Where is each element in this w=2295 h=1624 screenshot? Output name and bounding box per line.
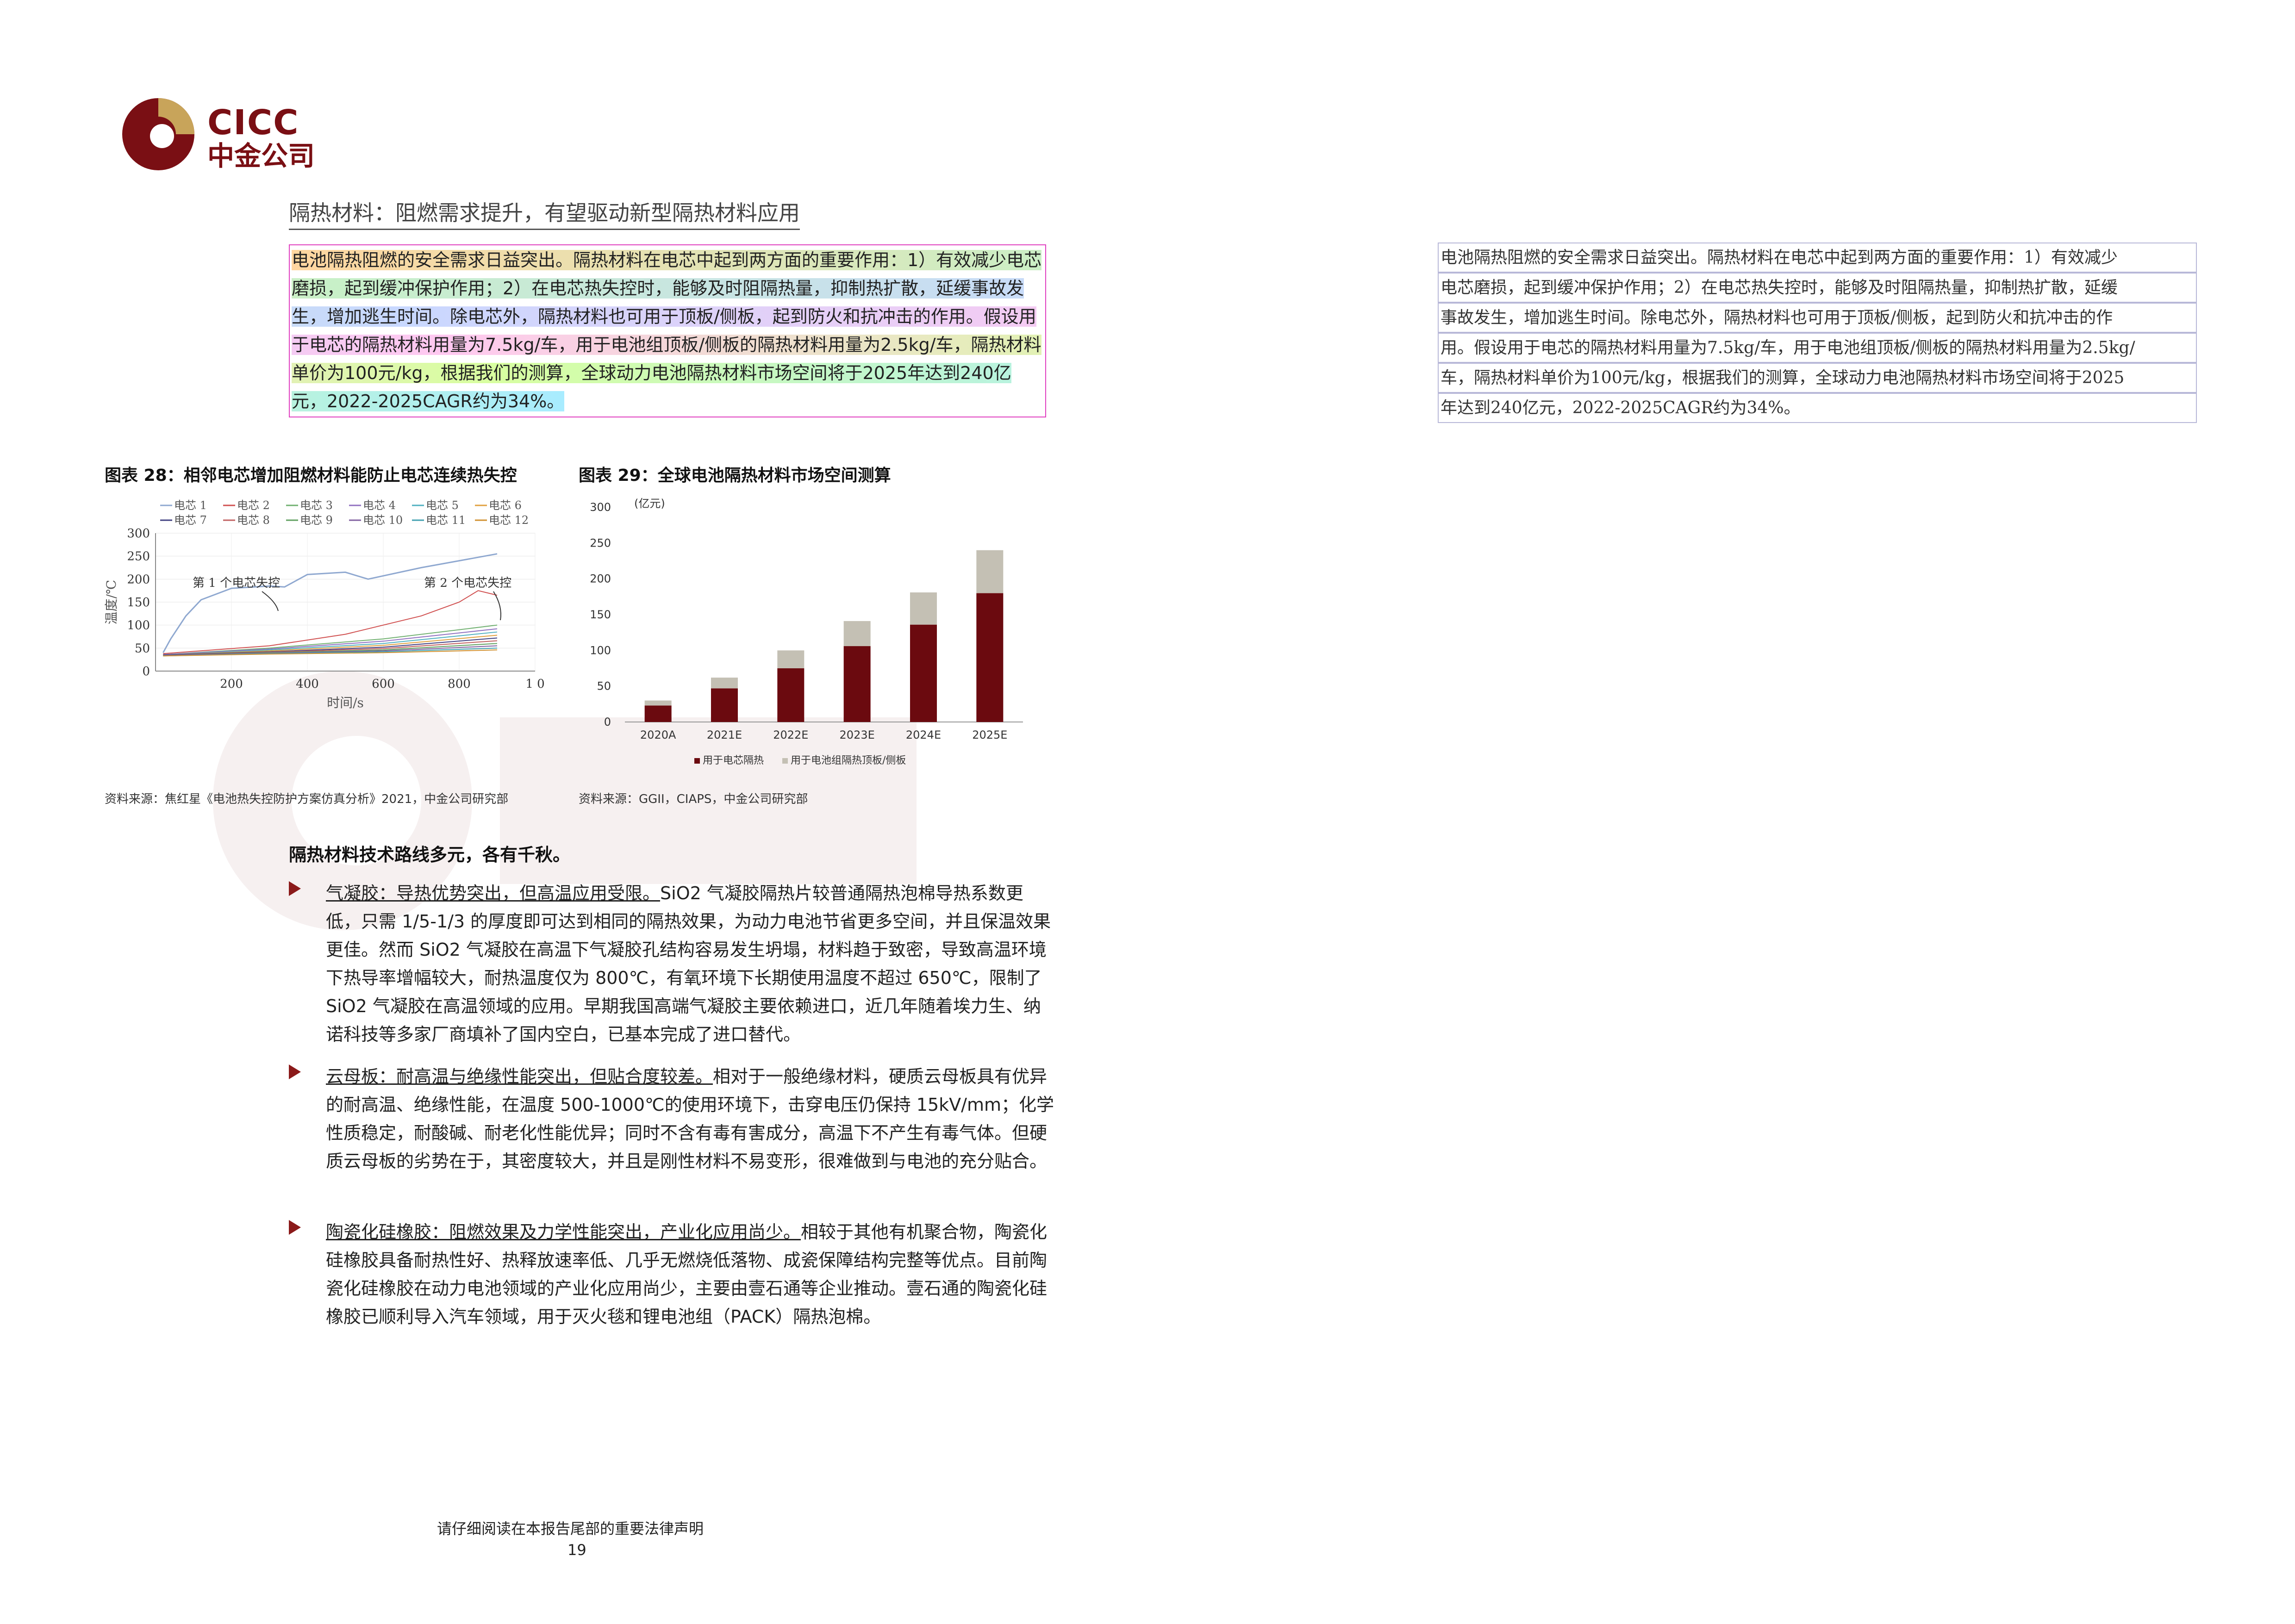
bar-segment [777,668,804,722]
x-tick-label: 400 [296,677,319,691]
bullet-lead: 气凝胶：导热优势突出，但高温应用受限。 [326,883,661,903]
y-axis-label: 温度/℃ [105,580,119,625]
bar-segment [644,700,672,706]
legend-label: 用于电池组隔热顶板/侧板 [791,755,906,766]
bar-segment [644,705,672,722]
y-tick-label: 150 [590,608,611,621]
series-line [163,628,498,655]
y-tick-label: 0 [604,716,611,728]
ocr-line: 电池隔热阻燃的安全需求日益突出。隔热材料在电芯中起到两方面的重要作用：1）有效减… [1438,243,2197,273]
legend-label: 电芯 11 [426,514,466,527]
annotation-label: 第 1 个电芯失控 [193,576,280,590]
x-tick-label: 800 [448,677,471,691]
page-number: 19 [568,1541,586,1559]
bar-segment [910,624,937,722]
bullet-text: 相较于其他有机聚合物，陶瓷化硅橡胶具备耐热性好、热释放速率低、几乎无燃烧低落物、… [326,1222,1048,1327]
bullet-lead: 陶瓷化硅橡胶：阻燃效果及力学性能突出，产业化应用尚少。 [326,1222,801,1242]
legend-label: 电芯 6 [489,499,522,512]
y-tick-label: 200 [127,572,150,586]
ocr-line: 用。假设用于电芯的隔热材料用量为7.5kg/车，用于电池组顶板/侧板的隔热材料用… [1438,333,2197,363]
legend-label: 用于电芯隔热 [703,755,764,766]
figure28-title: 图表 28：相邻电芯增加阻燃材料能防止电芯连续热失控 [105,466,517,485]
annotation-arrow [493,591,501,621]
bullet-text: 相对于一般绝缘材料，硬质云母板具有优异的耐高温、绝缘性能，在温度 500-100… [326,1066,1054,1171]
intro-paragraph: 电池隔热阻燃的安全需求日益突出。隔热材料在电芯中起到两方面的重要作用：1）有效减… [289,244,1046,417]
legal-notice: 请仔细阅读在本报告尾部的重要法律声明 [437,1520,704,1537]
figure28-line-chart: 电芯 1 电芯 2 电芯 3 电芯 4 电芯 5 电芯 6 电芯 7 电芯 8 电芯 9 电芯 1… [105,499,545,710]
y-tick-label: 0 [142,665,150,678]
annotation-arrow [262,591,279,611]
figure29-source: 资料来源：GGII，CIAPS，中金公司研究部 [579,792,808,806]
bullet-arrow-icon [289,1220,301,1235]
bar-segment [711,688,738,722]
bullet-text: SiO2 气凝胶隔热片较普通隔热泡棉导热系数更低，只需 1/5-1/3 的厚度即… [326,883,1051,1045]
y-tick-label: 250 [590,536,611,549]
y-tick-label: 100 [127,619,150,633]
y-tick-label: 100 [590,644,611,657]
brand-name-cn: 中金公司 [207,140,315,172]
ocr-text-block: 电池隔热阻燃的安全需求日益突出。隔热材料在电芯中起到两方面的重要作用：1）有效减… [1438,243,2197,423]
ocr-line: 车，隔热材料单价为100元/kg，根据我们的测算，全球动力电池隔热材料市场空间将… [1438,363,2197,393]
legend-label: 电芯 1 [174,499,207,512]
y-tick-label: 50 [135,641,150,655]
legend-label: 电芯 7 [174,514,207,527]
legend-label: 电芯 2 [237,499,270,512]
x-axis-label: 时间/s [327,695,364,710]
brand-name-en: CICC [207,103,299,143]
bar-segment [711,678,738,689]
x-tick-label: 2025E [972,728,1007,741]
bar-segment [843,646,871,722]
series-line [163,649,498,657]
y-unit-label: (亿元) [634,497,665,510]
legend-label: 电芯 12 [489,514,529,527]
y-tick-label: 200 [590,572,611,585]
annotation-label: 第 2 个电芯失控 [424,576,511,590]
legend-swatch [782,758,788,764]
x-tick-label: 2024E [906,728,941,741]
ocr-line: 年达到240亿元，2022-2025CAGR约为34%。 [1438,393,2197,423]
tech-route-title: 隔热材料技术路线多元，各有千秋。 [289,845,571,865]
series-line [162,553,498,653]
legend-label: 电芯 9 [300,514,333,527]
x-tick-label: 200 [220,677,243,691]
legend-label: 电芯 8 [237,514,270,527]
series-line [163,590,498,654]
cicc-logo-icon [122,98,194,170]
bar-segment [976,550,1004,593]
bar-segment [843,621,871,647]
bar-segment [777,650,804,668]
ocr-line: 事故发生，增加逃生时间。除电芯外，隔热材料也可用于顶板/侧板，起到防火和抗冲击的… [1438,303,2197,333]
x-tick-label: 600 [372,677,395,691]
figure28-source: 资料来源：焦红星《电池热失控防护方案仿真分析》2021，中金公司研究部 [105,792,509,806]
y-tick-label: 150 [127,596,150,610]
cicc-watermark [213,671,917,930]
legend-label: 电芯 10 [363,514,403,527]
figure29-title: 图表 29：全球电池隔热材料市场空间测算 [579,466,891,485]
bullet-ceramic-silicone: 陶瓷化硅橡胶：阻燃效果及力学性能突出，产业化应用尚少。相较于其他有机聚合物，陶瓷… [289,1218,1057,1331]
bullet-lead: 云母板：耐高温与绝缘性能突出，但贴合度较差。 [326,1066,713,1087]
y-tick-label: 50 [597,680,611,693]
bullet-mica: 云母板：耐高温与绝缘性能突出，但贴合度较差。相对于一般绝缘材料，硬质云母板具有优… [289,1063,1057,1176]
section-title: 隔热材料：阻燃需求提升，有望驱动新型隔热材料应用 [289,196,800,230]
x-tick-label: 2022E [773,728,808,741]
bar-segment [976,593,1004,722]
bar-segment [910,592,937,625]
y-tick-label: 250 [127,550,150,564]
x-tick-label: 2020A [640,728,676,741]
x-tick-label: 2021E [707,728,742,741]
x-tick-label: 1 0 [525,677,544,691]
y-tick-label: 300 [127,527,150,541]
legend-label: 电芯 3 [300,499,333,512]
legend-label: 电芯 5 [426,499,459,512]
ocr-line: 电芯磨损，起到缓冲保护作用；2）在电芯热失控时，能够及时阻隔热量，抑制热扩散，延… [1438,273,2197,303]
bullet-arrow-icon [289,881,301,896]
x-tick-label: 2023E [840,728,875,741]
legend-label: 电芯 4 [363,499,396,512]
bullet-aerogel: 气凝胶：导热优势突出，但高温应用受限。SiO2 气凝胶隔热片较普通隔热泡棉导热系… [289,879,1057,1049]
figure29-bar-chart: (亿元) 0 50 100 150 200 250 300 2020A 2021E 2022E 202… [590,497,1023,766]
bullet-arrow-icon [289,1064,301,1079]
intro-paragraph-text: 电池隔热阻燃的安全需求日益突出。隔热材料在电芯中起到两方面的重要作用：1）有效减… [292,250,1042,411]
legend-swatch [694,758,700,764]
y-tick-label: 300 [590,501,611,514]
